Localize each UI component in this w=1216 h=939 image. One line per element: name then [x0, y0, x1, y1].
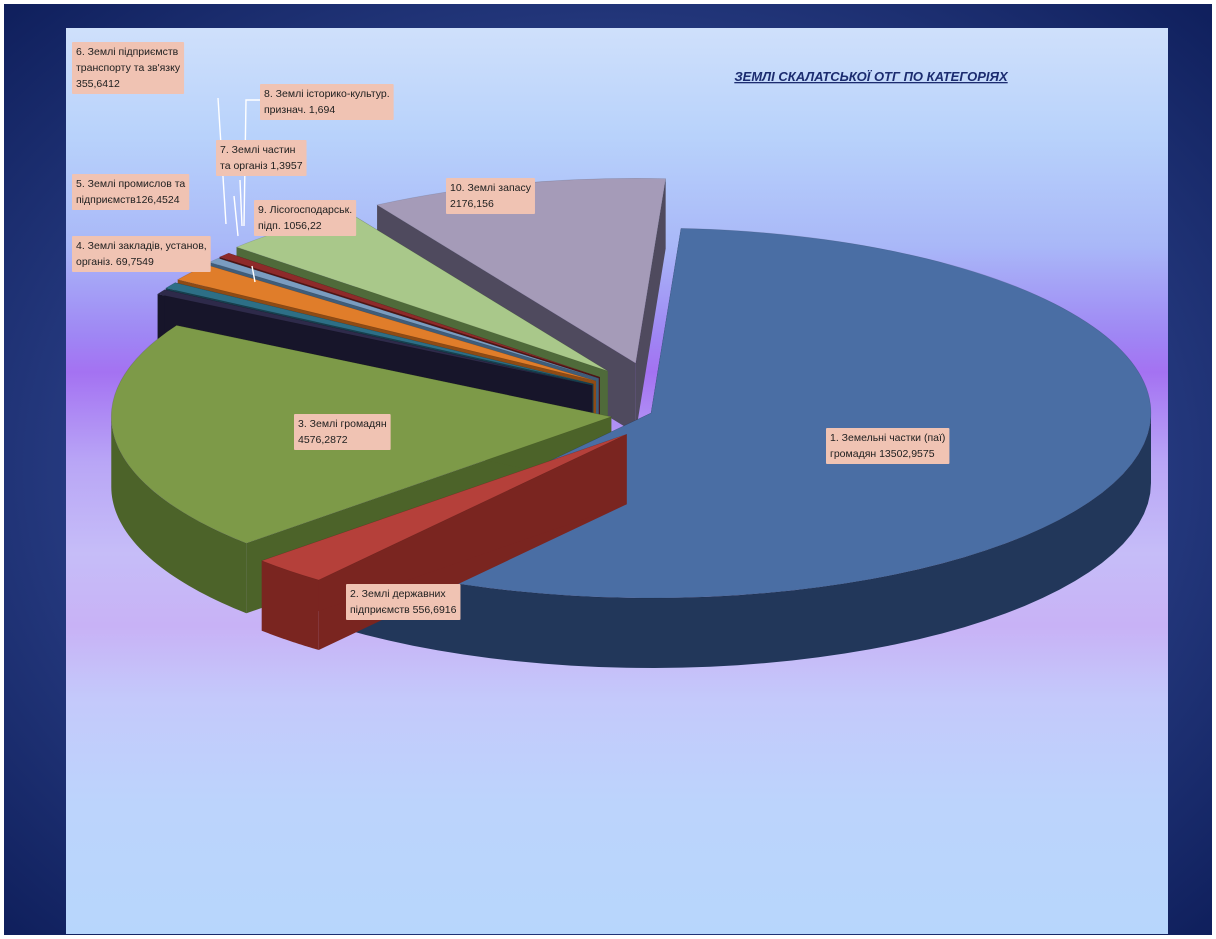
chart-title: ЗЕМЛІ СКАЛАТСЬКОЇ ОТГ ПО КАТЕГОРІЯХ	[734, 69, 1009, 84]
data-label-text: підприємств126,4524	[76, 194, 180, 206]
data-label-s2: 2. Землі державних підприємств 556,6916	[346, 584, 461, 620]
data-label-s8: 8. Землі історико-культур. признач. 1,694	[260, 84, 394, 120]
data-label-text: громадян 13502,9575	[830, 448, 935, 460]
data-label-s1: 1. Земельні частки (паї) громадян 13502,9…	[826, 428, 950, 464]
data-label-text: організ. 69,7549	[76, 256, 154, 268]
slice-s10-side-end	[635, 178, 666, 434]
data-label-box	[446, 178, 535, 214]
slice-s3-wall	[111, 416, 247, 614]
data-label-box	[72, 42, 185, 94]
leader-line-s5	[233, 195, 239, 237]
pie-slices	[110, 178, 1152, 668]
pie-chart: 1. Земельні частки (паї) громадян 13502,9…	[72, 42, 1152, 668]
data-label-s5: 5. Землі промислов та підприємств126,4524	[72, 174, 190, 210]
data-label-s3: 3. Землі громадян 4576,2872	[294, 414, 391, 450]
data-label-text: підп. 1056,22	[258, 220, 322, 232]
data-label-s4: 4. Землі закладів, установ, організ. 69,7…	[72, 236, 211, 272]
data-label-text: 2. Землі державних	[350, 588, 446, 600]
data-label-text: підприємств 556,6916	[350, 604, 457, 616]
chart-panel: 1. Земельні частки (паї) громадян 13502,9…	[66, 28, 1168, 934]
data-label-s7: 7. Землі частин та організ 1,3957	[216, 140, 307, 176]
slice-s8-top	[218, 252, 600, 378]
data-label-text: 9. Лісогосподарськ.	[258, 204, 352, 216]
data-label-text: 8. Землі історико-культур.	[264, 88, 390, 100]
data-label-box	[72, 174, 190, 210]
data-label-box	[254, 200, 357, 236]
slice-s4-top	[156, 289, 593, 386]
slice-s2-side-end	[261, 434, 627, 631]
data-label-box	[72, 236, 211, 272]
slice-s2-top	[260, 433, 627, 581]
data-label-text: 7. Землі частин	[220, 144, 296, 156]
data-labels: 1. Земельні частки (паї) громадян 13502,9…	[72, 42, 950, 620]
data-label-text: 6. Землі підприємств	[76, 46, 179, 58]
data-label-box	[346, 584, 461, 620]
data-label-box	[260, 84, 394, 120]
data-label-text: признач. 1,694	[264, 104, 335, 116]
slide-frame: 1. Земельні частки (паї) громадян 13502,9…	[4, 4, 1212, 935]
leader-line-s4	[251, 265, 256, 283]
data-label-text: транспорту та зв'язку	[76, 62, 181, 74]
data-label-s10: 10. Землі запасу 2176,156	[446, 178, 535, 214]
data-label-text: 2176,156	[450, 198, 494, 210]
slice-s1-wall	[343, 413, 1151, 668]
data-label-text: 355,6412	[76, 78, 120, 90]
data-label-text: 4576,2872	[298, 434, 348, 446]
leader-line-s8	[243, 99, 260, 227]
data-label-text: 3. Землі громадян	[298, 418, 387, 430]
data-label-text: 4. Землі закладів, установ,	[76, 240, 207, 252]
data-label-text: 1. Земельні частки (паї)	[830, 432, 945, 444]
slice-s2-wall	[261, 560, 319, 650]
data-label-s6: 6. Землі підприємств транспорту та зв'язк…	[72, 42, 185, 94]
data-label-box	[826, 428, 950, 464]
slice-s5-top	[164, 282, 594, 385]
data-label-text: 10. Землі запасу	[450, 182, 532, 194]
leader-line-s7	[239, 179, 243, 227]
data-label-box	[216, 140, 307, 176]
data-label-s9: 9. Лісогосподарськ. підп. 1056,22	[254, 200, 357, 236]
data-label-box	[294, 414, 391, 450]
data-label-text: 5. Землі промислов та	[76, 178, 185, 190]
data-label-text: та організ 1,3957	[220, 160, 303, 172]
